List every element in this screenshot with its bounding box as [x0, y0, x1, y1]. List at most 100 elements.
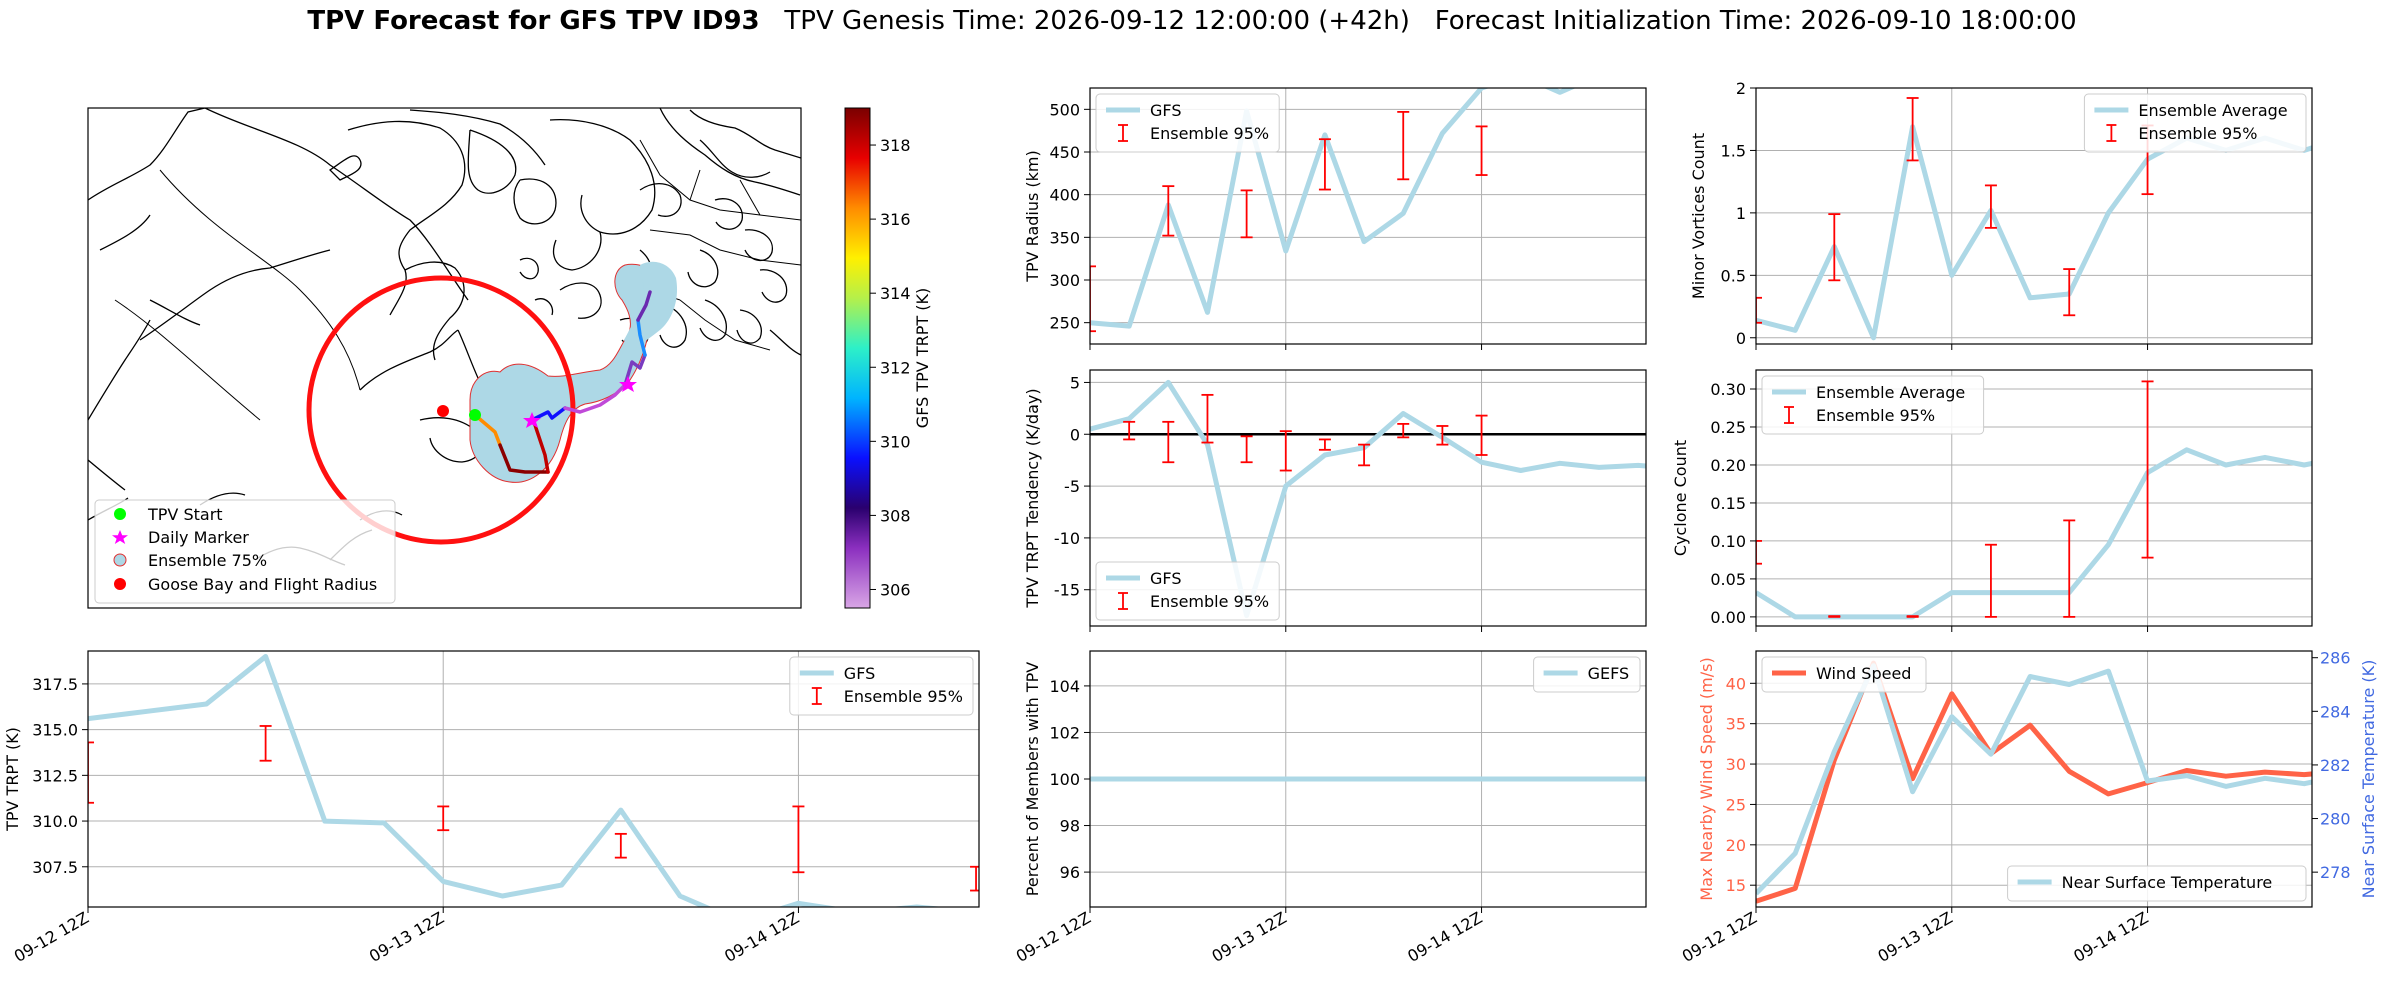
- figure-title-genesis: TPV Genesis Time: 2026-09-12 12:00:00 (+…: [784, 6, 1410, 36]
- y-tick-label: -10: [1054, 529, 1080, 548]
- y-tick-label: -5: [1064, 477, 1080, 496]
- y-tick-label: 0.20: [1710, 456, 1746, 475]
- legend-box: [2083, 93, 2307, 153]
- x-tick-label: 09-12 12Z: [11, 908, 92, 966]
- y-tick-label: 104: [1049, 677, 1080, 696]
- y-axis-label: Cyclone Count: [1671, 440, 1690, 556]
- legend-daily-marker-icon: [112, 530, 128, 544]
- series-line-gfs: [1090, 379, 1646, 619]
- plot-wind: 15 20 25 30 35 40 Max Nearby Wind Speed (m/s) 2…: [1679, 649, 2378, 966]
- legend-box: [789, 656, 974, 716]
- y-tick-label: 310.0: [32, 812, 78, 831]
- y-tick-label: 0.30: [1710, 380, 1746, 399]
- colorbar-tick-label: 312: [880, 358, 911, 377]
- y-tick-label: 450: [1049, 143, 1080, 162]
- plot-minor: 0 0.5 1 1.5 2 Minor Vortices Count Ensemble Av…: [1689, 79, 2313, 350]
- y-axis-label: Percent of Members with TPV: [1023, 662, 1042, 896]
- y-tick-label: 317.5: [32, 675, 78, 694]
- legend-goose-bay-icon: [114, 578, 126, 590]
- y-tick-label: 1.5: [1721, 141, 1746, 160]
- plot-frame: [1755, 650, 2313, 908]
- legend-ensemble-icon: [113, 553, 127, 567]
- colorbar-tick-label: 316: [880, 210, 911, 229]
- y-tick-label: 0.10: [1710, 532, 1746, 551]
- x-tick-label: 09-14 12Z: [721, 908, 802, 966]
- figure-title-bold: TPV Forecast for GFS TPV ID93: [307, 6, 760, 36]
- y-tick-label: 0: [1070, 425, 1080, 444]
- colorbar-ticks: 306 308 310 312 314 316 318: [870, 136, 911, 599]
- y-tick-label: 315.0: [32, 721, 78, 740]
- y-tick-label: 0.05: [1710, 570, 1746, 589]
- y-right-tick-label: 282: [2320, 756, 2351, 775]
- legend-label: Ensemble Average: [2138, 101, 2287, 120]
- plot-frame: [1089, 87, 1647, 345]
- plot-data: [1090, 88, 1576, 333]
- legend-label: Wind Speed: [1816, 664, 1911, 683]
- y-tick-label: 500: [1049, 100, 1080, 119]
- plot-data: [1756, 380, 2312, 620]
- y-tick-label: 35: [1726, 715, 1746, 734]
- y-right-axis-label: Near Surface Temperature (K): [2359, 660, 2378, 899]
- y-axis-label: TPV TRPT Tendency (K/day): [1023, 388, 1042, 608]
- legend-label: Ensemble 95%: [1816, 406, 1935, 425]
- map-frame: [87, 107, 802, 609]
- legend-box: [1095, 93, 1280, 153]
- figure-title: TPV Forecast for GFS TPV ID93 TPV Genesi…: [0, 6, 2384, 36]
- plot-trpt: 307.5 310.0 312.5 315.0 317.5 TPV TRPT (K) 09-…: [3, 650, 980, 966]
- plot-frame: [87, 650, 980, 908]
- x-tick-label: 09-12 12Z: [1679, 908, 1760, 966]
- y-tick-label: 2: [1736, 79, 1746, 98]
- legend-box: [1761, 375, 1985, 435]
- series-line-gfs: [1090, 88, 1576, 329]
- y-tick-label: 0.00: [1710, 608, 1746, 627]
- y-tick-label: 1: [1736, 204, 1746, 223]
- y-right-tick-label: 284: [2320, 702, 2351, 721]
- plot-data: [1756, 660, 2312, 904]
- y-tick-label: 40: [1726, 674, 1746, 693]
- x-tick-label: 09-12 12Z: [1013, 908, 1094, 966]
- plot-frame: [1089, 369, 1647, 627]
- y-tick-label: 0.25: [1710, 418, 1746, 437]
- plot-frame: [1755, 369, 2313, 627]
- figure-title-init: Forecast Initialization Time: 2026-09-10…: [1434, 6, 2077, 36]
- plot-tendency: -15 -10 -5 0 5 TPV TRPT Tendency (K/day) GFS En…: [1023, 369, 1647, 632]
- x-tick-label: 09-13 12Z: [366, 908, 447, 966]
- plot-cyclone: 0.00 0.05 0.10 0.15 0.20 0.25 0.30 Cyclone Coun…: [1671, 369, 2313, 632]
- colorbar: 306 308 310 312 314 316 318 GFS TPV TRPT (K): [844, 107, 932, 609]
- y-tick-label: 15: [1726, 876, 1746, 895]
- x-tick-label: 09-13 12Z: [1208, 908, 1289, 966]
- y-right-tick-label: 286: [2320, 649, 2351, 668]
- y-tick-label: 5: [1070, 373, 1080, 392]
- legend-tpv-start-icon: [114, 508, 126, 520]
- legend-box: [1761, 656, 1927, 693]
- y-axis-label: TPV TRPT (K): [3, 727, 22, 832]
- series-line-ensemble-average: [1756, 447, 2312, 620]
- goose-bay-marker: [437, 405, 449, 417]
- plot-frame: [1755, 87, 2313, 345]
- colorbar-tick-label: 318: [880, 136, 911, 155]
- map-panel: TPV Start Daily Marker Ensemble 75% Goos…: [87, 107, 932, 609]
- map-legend: TPV Start Daily Marker Ensemble 75% Goos…: [94, 499, 396, 604]
- plot-percent: 96 98 100 102 104 Percent of Members with TPV…: [1013, 650, 1647, 966]
- x-tick-label: 09-14 12Z: [2070, 908, 2151, 966]
- y-tick-label: 98: [1060, 817, 1080, 836]
- colorbar-tick-label: 308: [880, 506, 911, 525]
- y-tick-label: -15: [1054, 581, 1080, 600]
- y-tick-label: 100: [1049, 770, 1080, 789]
- legend-box: [1533, 656, 1641, 693]
- legend-box: [2007, 865, 2307, 902]
- y-tick-label: 20: [1726, 836, 1746, 855]
- legend-label: Ensemble Average: [1816, 383, 1965, 402]
- colorbar-gradient: [844, 107, 871, 609]
- legend-goose-bay-label: Goose Bay and Flight Radius: [148, 575, 377, 594]
- map-coastlines: [88, 108, 801, 566]
- legend-label: Ensemble 95%: [1150, 592, 1269, 611]
- legend-ensemble-label: Ensemble 75%: [148, 551, 267, 570]
- y-right-tick-label: 278: [2320, 863, 2351, 882]
- legend-label: GFS: [844, 664, 875, 683]
- y-right-tick-label: 280: [2320, 810, 2351, 829]
- tpv-start-marker: [469, 409, 481, 421]
- y-tick-label: 312.5: [32, 766, 78, 785]
- y-axis-label: Minor Vortices Count: [1689, 133, 1708, 299]
